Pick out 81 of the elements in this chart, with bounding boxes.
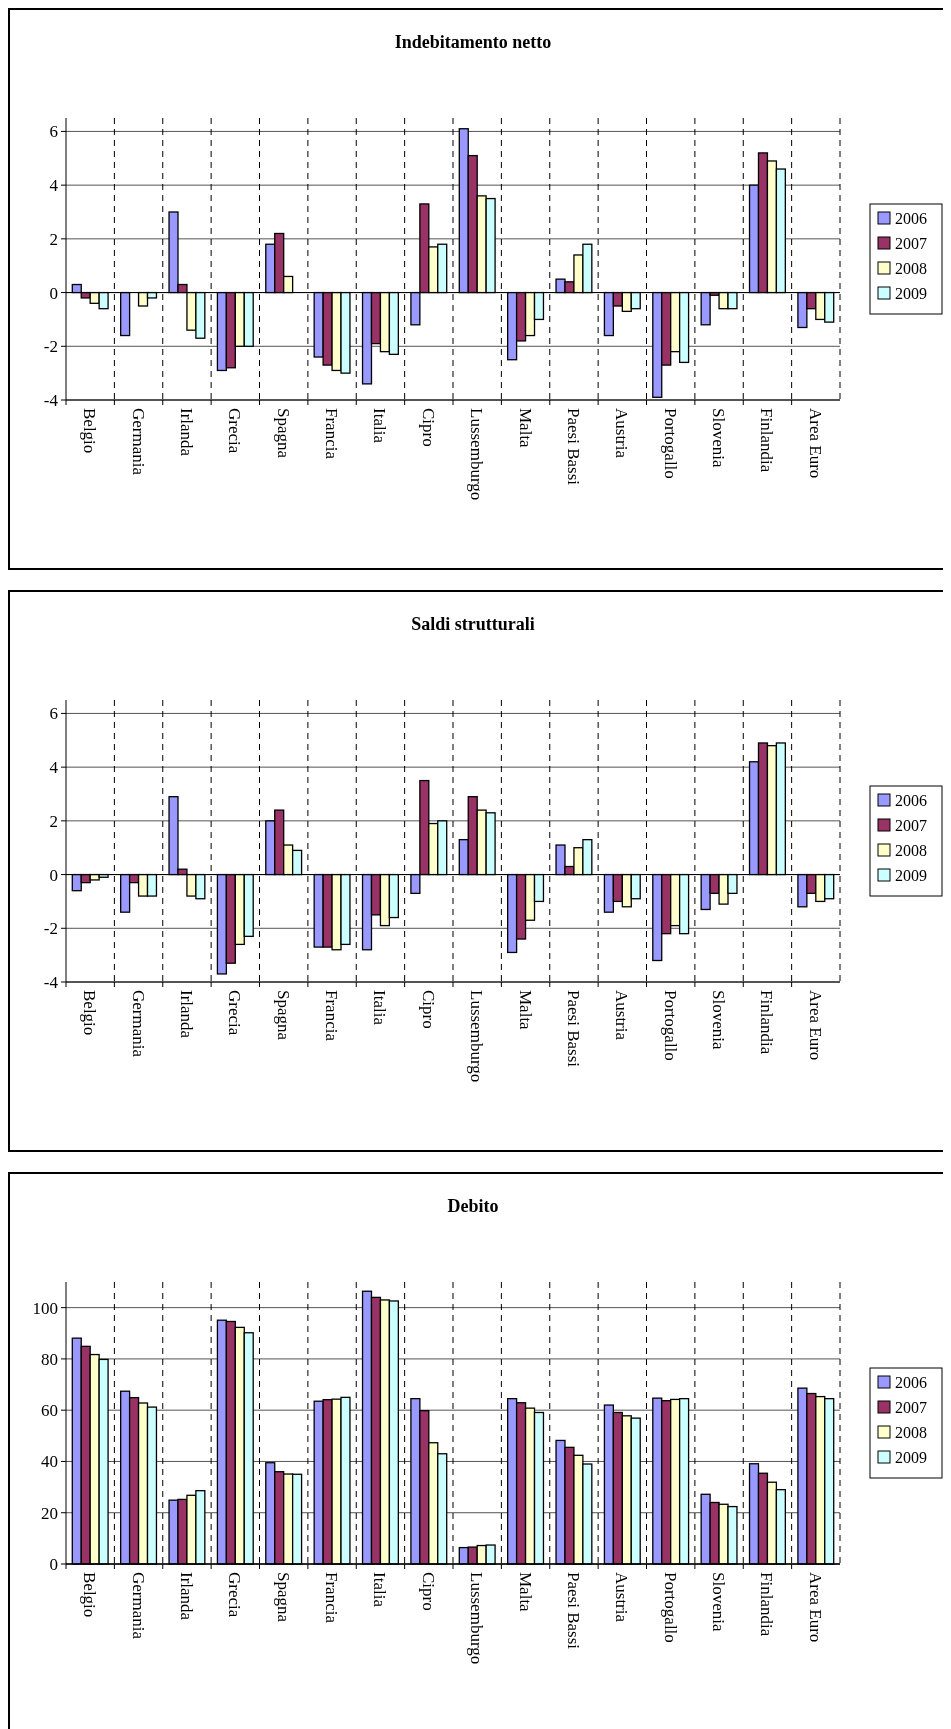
x-tick-label: Cipro (418, 990, 438, 1029)
x-tick-label: Italia (370, 990, 390, 1026)
x-tick-label: Belgio (80, 1572, 100, 1618)
x-tick-label: Irlanda (176, 408, 196, 457)
y-tick-label: 2 (49, 229, 58, 249)
y-tick-label: 4 (49, 758, 59, 778)
x-tick-label: Lussemburgo (467, 1572, 487, 1665)
x-tick-label: Finlandia (757, 990, 777, 1055)
x-tick-label: Cipro (418, 408, 438, 447)
x-tick-label: Grecia (225, 990, 245, 1036)
x-tick-label: Belgio (80, 990, 100, 1036)
legend-label: 2009 (895, 866, 927, 884)
x-tick-label: Finlandia (757, 408, 777, 473)
x-tick-label: Portogallo (660, 1572, 680, 1643)
x-tick-label: Germania (128, 408, 148, 476)
legend-label: 2008 (895, 1423, 927, 1441)
x-tick-label: Austria (612, 990, 632, 1041)
legend-label: 2007 (895, 816, 927, 834)
x-tick-label: Finlandia (757, 1572, 777, 1637)
y-tick-label: 2 (49, 811, 58, 831)
x-tick-label: Area Euro (805, 1572, 825, 1643)
x-tick-label: Germania (128, 1572, 148, 1640)
legend-label: 2006 (895, 1373, 927, 1391)
chart-title: Debito (447, 1196, 499, 1216)
y-tick-label: 20 (41, 1503, 58, 1523)
x-tick-label: Grecia (225, 408, 245, 454)
x-tick-label: Lussemburgo (467, 408, 487, 501)
x-tick-label: Spagna (273, 1572, 293, 1623)
x-tick-label: Paesi Bassi (563, 1572, 583, 1650)
x-tick-label: Italia (370, 408, 390, 444)
x-tick-label: Slovenia (709, 1572, 729, 1632)
x-tick-label: Italia (370, 1572, 390, 1608)
y-tick-label: 60 (41, 1401, 58, 1421)
x-tick-label: Francia (322, 1572, 342, 1624)
x-tick-label: Portogallo (660, 408, 680, 479)
y-tick-label: 0 (49, 1554, 58, 1574)
chart-title: Saldi strutturali (411, 614, 535, 634)
legend-label: 2007 (895, 1398, 927, 1416)
x-tick-label: Malta (515, 990, 535, 1031)
y-tick-label: -2 (43, 919, 58, 939)
x-tick-label: Slovenia (709, 990, 729, 1050)
legend-label: 2009 (895, 284, 927, 302)
x-tick-label: Francia (322, 990, 342, 1042)
y-tick-label: 4 (49, 176, 59, 196)
x-tick-label: Francia (322, 408, 342, 460)
legend-label: 2006 (895, 209, 927, 227)
x-tick-label: Austria (612, 408, 632, 459)
x-tick-label: Lussemburgo (467, 990, 487, 1083)
x-tick-label: Area Euro (805, 408, 825, 479)
y-tick-label: 0 (49, 283, 58, 303)
y-tick-label: 6 (49, 704, 58, 724)
x-tick-label: Irlanda (176, 1572, 196, 1621)
y-tick-label: 80 (41, 1349, 58, 1369)
y-tick-label: 0 (49, 865, 58, 885)
x-tick-label: Malta (515, 408, 535, 449)
legend-label: 2009 (895, 1448, 927, 1466)
x-tick-label: Portogallo (660, 990, 680, 1061)
x-tick-label: Area Euro (805, 990, 825, 1061)
legend-label: 2007 (895, 234, 927, 252)
y-tick-label: 100 (32, 1298, 58, 1318)
x-tick-label: Malta (515, 1572, 535, 1613)
x-tick-label: Irlanda (176, 990, 196, 1039)
chart-title: Indebitamento netto (394, 32, 552, 52)
y-tick-label: -4 (43, 972, 59, 992)
legend-label: 2008 (895, 259, 927, 277)
x-tick-label: Spagna (273, 990, 293, 1041)
x-tick-label: Austria (612, 1572, 632, 1623)
y-tick-label: -2 (43, 337, 58, 357)
x-tick-label: Grecia (225, 1572, 245, 1618)
legend-label: 2006 (895, 791, 927, 809)
x-tick-label: Slovenia (709, 408, 729, 468)
x-tick-label: Spagna (273, 408, 293, 459)
x-tick-label: Germania (128, 990, 148, 1058)
x-tick-label: Paesi Bassi (563, 990, 583, 1068)
y-tick-label: -4 (43, 390, 59, 410)
y-tick-label: 40 (41, 1452, 58, 1472)
legend-label: 2008 (895, 841, 927, 859)
x-tick-label: Paesi Bassi (563, 408, 583, 486)
y-tick-label: 6 (49, 122, 58, 142)
x-tick-label: Belgio (80, 408, 100, 454)
x-tick-label: Cipro (418, 1572, 438, 1611)
